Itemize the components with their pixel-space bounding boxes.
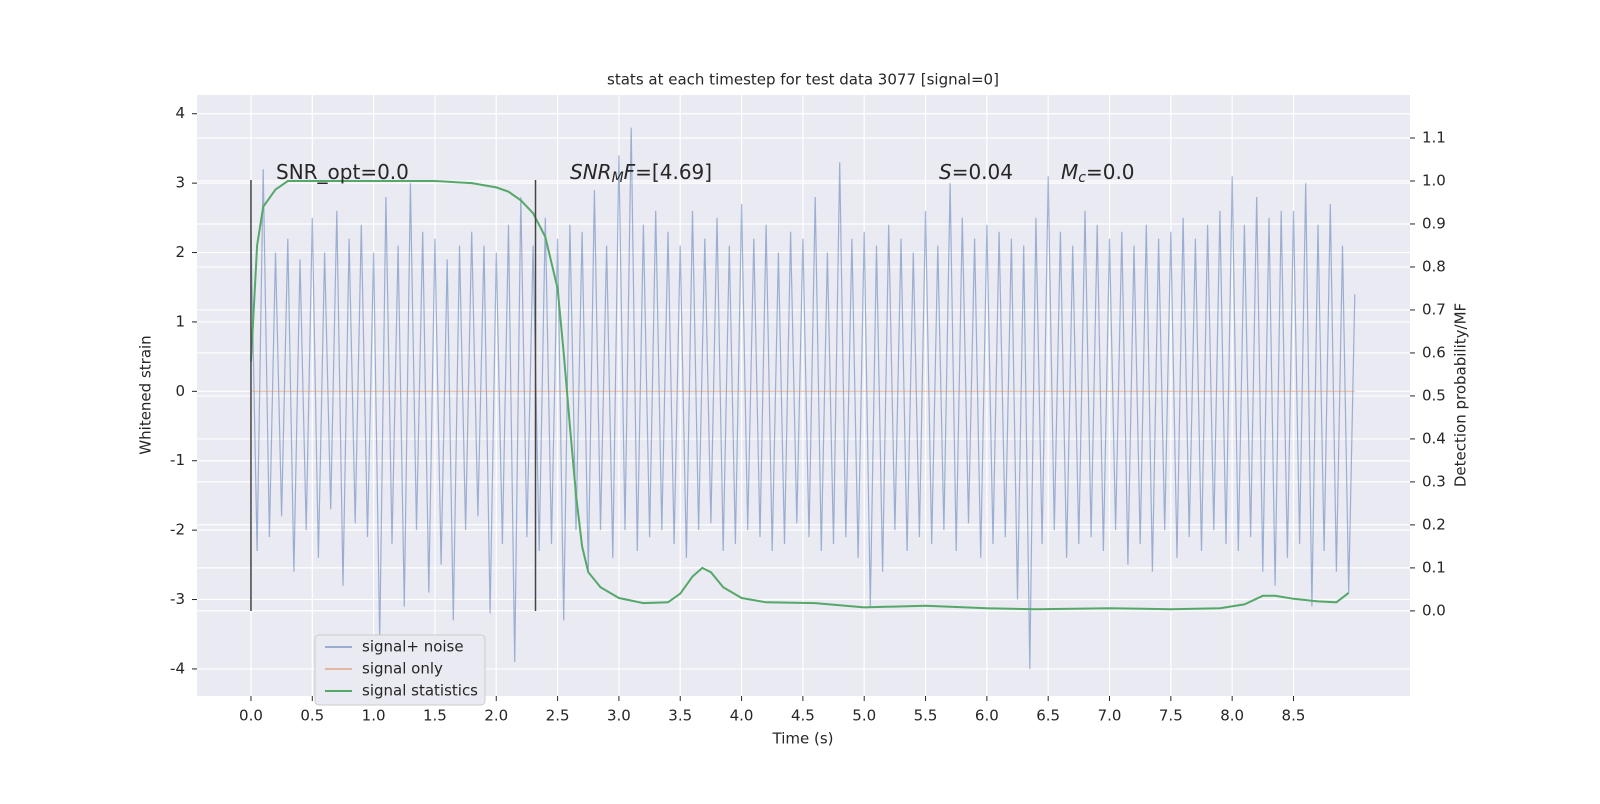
annotation-part: M	[1061, 160, 1078, 184]
y-tick-label: 2	[175, 243, 185, 261]
y-axis-label: Whitened strain	[137, 335, 155, 454]
y2-tick-label: 0.8	[1422, 257, 1446, 275]
x-tick-label: 3.0	[607, 707, 631, 725]
y2-tick-label: 1.1	[1422, 128, 1446, 146]
annotation-part: c	[1078, 170, 1086, 186]
legend-box	[314, 634, 486, 706]
annotation: S=0.04	[939, 160, 1013, 184]
annotation: Mc=0.0	[1061, 160, 1135, 187]
x-tick-label: 7.5	[1159, 707, 1183, 725]
x-tick-label: 6.5	[1036, 707, 1060, 725]
legend-label: signal statistics	[362, 682, 478, 700]
y2-tick-label: 1.0	[1422, 171, 1446, 189]
legend-label: signal only	[362, 660, 443, 678]
y2-tick-label: 0.0	[1422, 601, 1446, 619]
chart-title: stats at each timestep for test data 307…	[607, 71, 999, 89]
x-tick-label: 3.5	[668, 707, 692, 725]
x-tick-label: 8.0	[1220, 707, 1244, 725]
y-tick-label: 4	[175, 104, 185, 122]
x-tick-label: 0.5	[300, 707, 324, 725]
annotation-part: S	[939, 160, 952, 184]
y2-tick-label: 0.3	[1422, 472, 1446, 490]
x-tick-label: 6.0	[975, 707, 999, 725]
y-tick-label: 0	[175, 382, 185, 400]
x-tick-label: 0.0	[239, 707, 263, 725]
y2-tick-label: 0.2	[1422, 515, 1446, 533]
y2-tick-label: 0.5	[1422, 386, 1446, 404]
x-tick-label: 5.0	[852, 707, 876, 725]
x-axis-label: Time (s)	[772, 730, 834, 748]
annotation-part: SNR_opt=0.0	[276, 160, 409, 184]
x-tick-label: 5.5	[914, 707, 938, 725]
annotation-part: =0.04	[952, 160, 1013, 184]
y-tick-label: -1	[170, 451, 185, 469]
y-tick-label: 3	[175, 174, 185, 192]
annotation-part: SNR	[570, 160, 612, 184]
x-tick-label: 2.0	[484, 707, 508, 725]
y-tick-label: 1	[175, 312, 185, 330]
y2-tick-label: 0.7	[1422, 300, 1446, 318]
series-line	[250, 180, 1350, 611]
legend-label: signal+ noise	[362, 638, 464, 656]
annotation-part: M	[612, 170, 624, 186]
y-tick-label: -2	[170, 521, 185, 539]
annotation-part: =[4.69]	[635, 160, 712, 184]
x-tick-label: 4.0	[730, 707, 754, 725]
y2-tick-label: 0.9	[1422, 214, 1446, 232]
annotation: SNR_opt=0.0	[276, 160, 409, 184]
x-tick-label: 1.0	[362, 707, 386, 725]
x-tick-label: 7.0	[1098, 707, 1122, 725]
annotation-part: =0.0	[1086, 160, 1135, 184]
y2-tick-label: 0.6	[1422, 343, 1446, 361]
y2-axis-label: Detection probability/MF	[1452, 303, 1470, 487]
annotation-part: F	[624, 160, 636, 184]
y-tick-label: -4	[170, 659, 185, 677]
y2-tick-label: 0.1	[1422, 558, 1446, 576]
series-line	[250, 127, 1356, 669]
x-tick-label: 8.5	[1282, 707, 1306, 725]
annotation: SNRMF=[4.69]	[570, 160, 712, 187]
y2-tick-label: 0.4	[1422, 429, 1446, 447]
x-tick-label: 1.5	[423, 707, 447, 725]
x-tick-label: 4.5	[791, 707, 815, 725]
y-tick-label: -3	[170, 590, 185, 608]
x-tick-label: 2.5	[546, 707, 570, 725]
